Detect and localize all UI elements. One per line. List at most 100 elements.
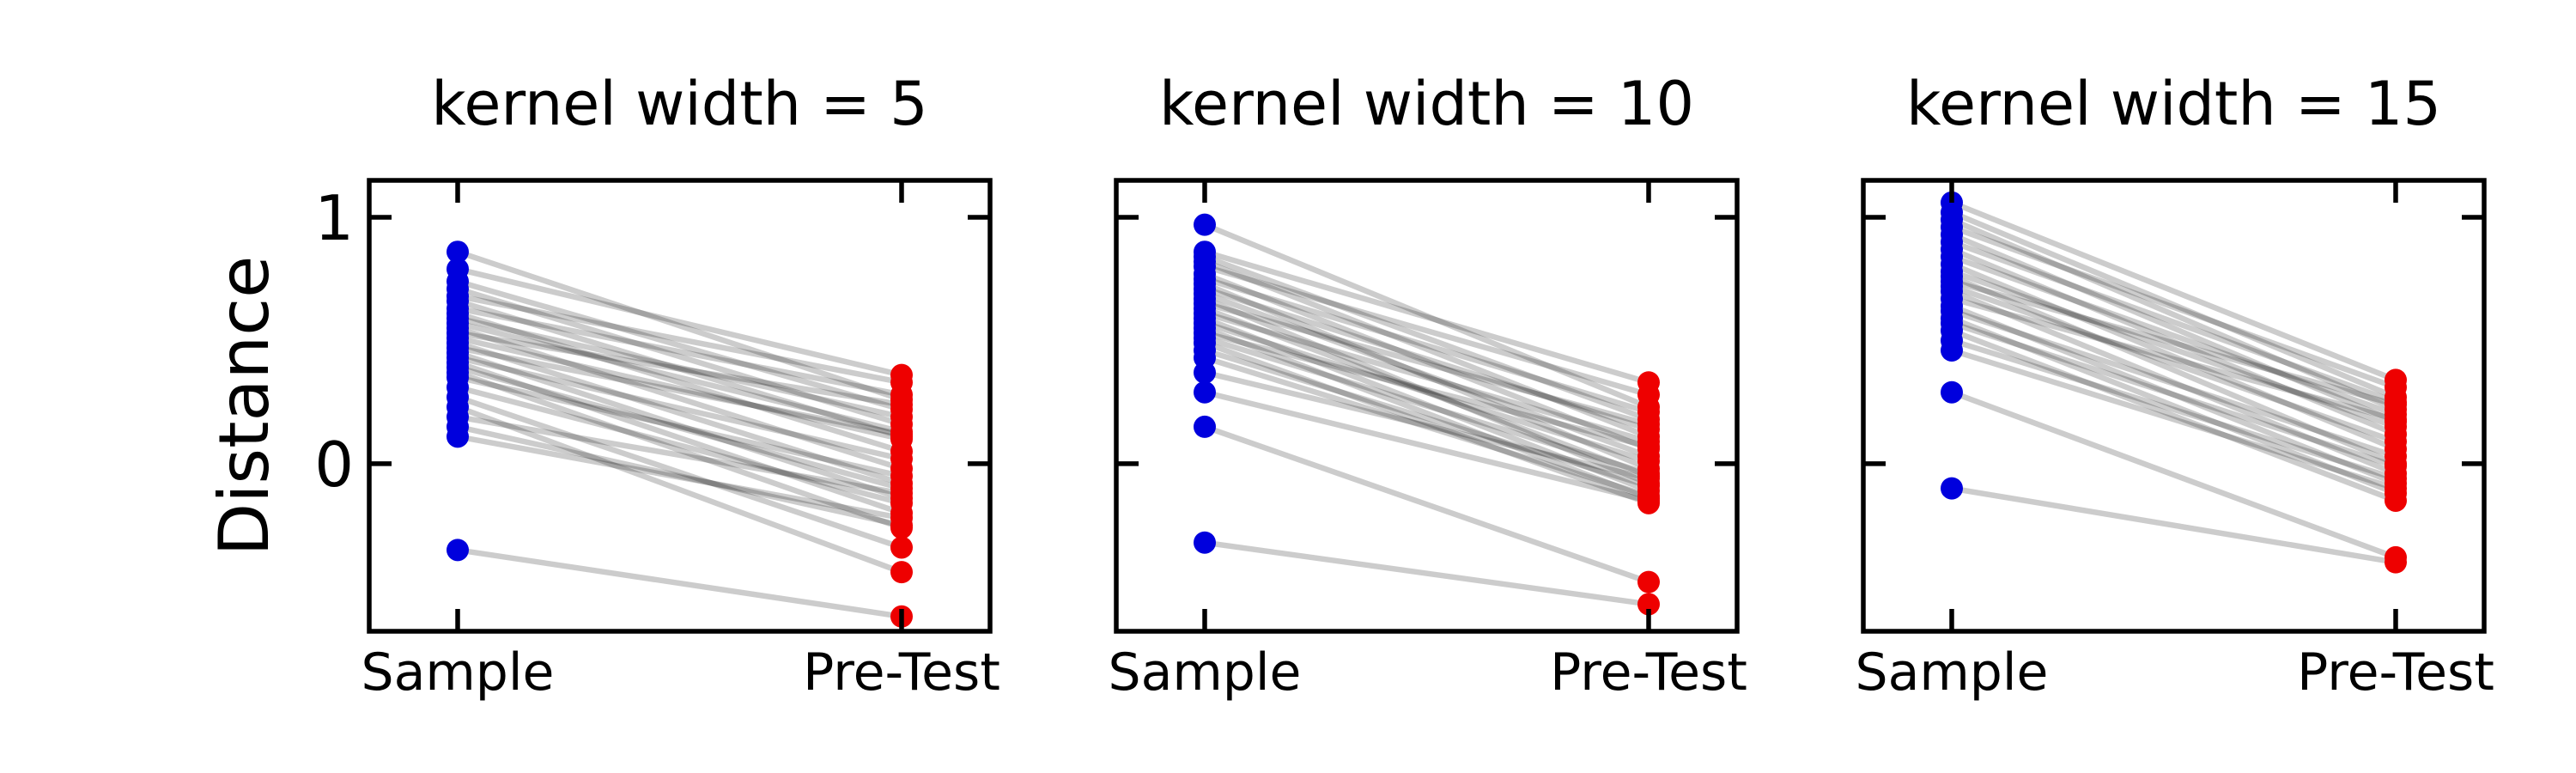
x-tick-label: Sample (1109, 642, 1302, 703)
pair-line-10 (1203, 290, 1650, 460)
sample-point-26 (1194, 531, 1216, 554)
sample-point-28 (447, 539, 469, 562)
pair-line-16 (1950, 303, 2397, 486)
sample-point-1 (1194, 213, 1216, 236)
pair-line-11 (457, 326, 902, 472)
pair-line-17 (457, 355, 902, 462)
pair-line-18 (1204, 330, 1649, 449)
pretest-point-5 (1637, 383, 1660, 406)
pair-line-24 (1951, 485, 2397, 565)
sample-point-24 (1194, 380, 1216, 404)
pair-line-19 (457, 364, 902, 491)
pair-line-21 (457, 374, 902, 479)
y-tick-label: 1 (314, 182, 354, 254)
pair-line-14 (1950, 289, 2397, 477)
pair-line-9 (1204, 286, 1649, 432)
pair-line-12 (1951, 278, 2397, 408)
pair-line-16 (456, 350, 903, 502)
sample-point-22 (1941, 338, 1963, 362)
pair-line-25 (1203, 423, 1650, 585)
chart-panel-1: kernel width = 5 Sample Pre-Test 0 1 Distance (204, 69, 1000, 703)
chart-panels: kernel width = 5 Sample Pre-Test 0 1 Distance… (204, 69, 2494, 703)
x-tick-label: Sample (361, 642, 555, 703)
pair-line-13 (1950, 283, 2397, 445)
pair-line-24 (456, 404, 903, 575)
data-points (447, 240, 913, 628)
pair-line-2 (457, 266, 902, 378)
pair-line-5 (1204, 264, 1649, 398)
pair-line-5 (1950, 232, 2397, 425)
panel-title: kernel width = 10 (1159, 69, 1694, 139)
pair-line-14 (457, 340, 902, 486)
pair-line-20 (1203, 340, 1650, 506)
pair-line-5 (457, 293, 902, 386)
pair-line-15 (1951, 295, 2397, 423)
pair-line-26 (457, 423, 902, 528)
pretest-point-25 (1637, 570, 1660, 593)
plot-frame (1114, 178, 1740, 634)
x-tick-label: Pre-Test (803, 642, 1000, 703)
pair-line-6 (457, 298, 902, 440)
pair-line-14 (1204, 310, 1649, 445)
pair-line-21 (1204, 347, 1649, 489)
pair-line-9 (1950, 261, 2397, 452)
pair-line-17 (1203, 326, 1650, 502)
y-tick-label: 0 (314, 429, 354, 501)
pretest-point-23 (890, 536, 913, 559)
pair-line-13 (1203, 306, 1650, 479)
x-tick-label: Pre-Test (1550, 642, 1747, 703)
pair-line-22 (1951, 347, 2397, 491)
pair-line-8 (457, 310, 902, 454)
paired-lines (1950, 199, 2397, 565)
pretest-point-15 (2385, 408, 2407, 431)
pair-line-18 (456, 360, 903, 516)
pair-line-23 (456, 394, 903, 551)
pair-line-22 (1204, 355, 1649, 499)
pair-line-20 (456, 369, 903, 531)
pair-line-3 (1203, 253, 1650, 423)
pretest-point-22 (2385, 477, 2407, 500)
pair-line-19 (1204, 335, 1649, 477)
sample-point-27 (447, 425, 469, 448)
pair-line-18 (1950, 315, 2397, 496)
plot-frame (1861, 178, 2487, 634)
pair-line-11 (1950, 273, 2397, 466)
chart-panel-2: kernel width = 10 Sample Pre-Test (1109, 69, 1747, 703)
pair-line-12 (457, 330, 902, 408)
pair-line-4 (1203, 259, 1650, 440)
pair-line-23 (1204, 369, 1649, 482)
pretest-point-18 (1637, 435, 1660, 458)
pair-line-16 (1204, 320, 1649, 465)
pair-line-7 (457, 305, 902, 398)
panel-title: kernel width = 5 (431, 69, 927, 139)
pair-line-15 (457, 344, 902, 437)
pretest-point-12 (1637, 413, 1660, 436)
pair-line-27 (457, 434, 902, 521)
pair-line-11 (1203, 295, 1650, 486)
data-points (1194, 213, 1660, 616)
sample-point-1 (447, 240, 469, 264)
pair-line-22 (457, 384, 902, 506)
pair-line-19 (1951, 320, 2397, 469)
pair-line-4 (457, 286, 902, 428)
pair-line-1 (1950, 199, 2397, 383)
pretest-point-17 (890, 447, 913, 471)
pair-line-23 (1950, 389, 2397, 560)
data-points (1941, 191, 2407, 574)
pretest-point-24 (890, 561, 913, 584)
x-tick-label: Pre-Test (2297, 642, 2494, 703)
pair-line-1 (1203, 222, 1650, 410)
pair-line-1 (456, 249, 903, 403)
pretest-point-24 (2385, 551, 2407, 574)
pair-line-21 (1951, 338, 2397, 482)
pretest-point-12 (890, 393, 913, 417)
sample-point-23 (1194, 361, 1216, 384)
pair-line-10 (1950, 269, 2397, 429)
pair-line-9 (457, 315, 902, 420)
sample-point-23 (1941, 380, 1963, 404)
pair-line-8 (1203, 281, 1650, 472)
pretest-point-25 (890, 482, 913, 505)
pair-line-28 (457, 547, 902, 620)
plot-frame (367, 178, 993, 634)
